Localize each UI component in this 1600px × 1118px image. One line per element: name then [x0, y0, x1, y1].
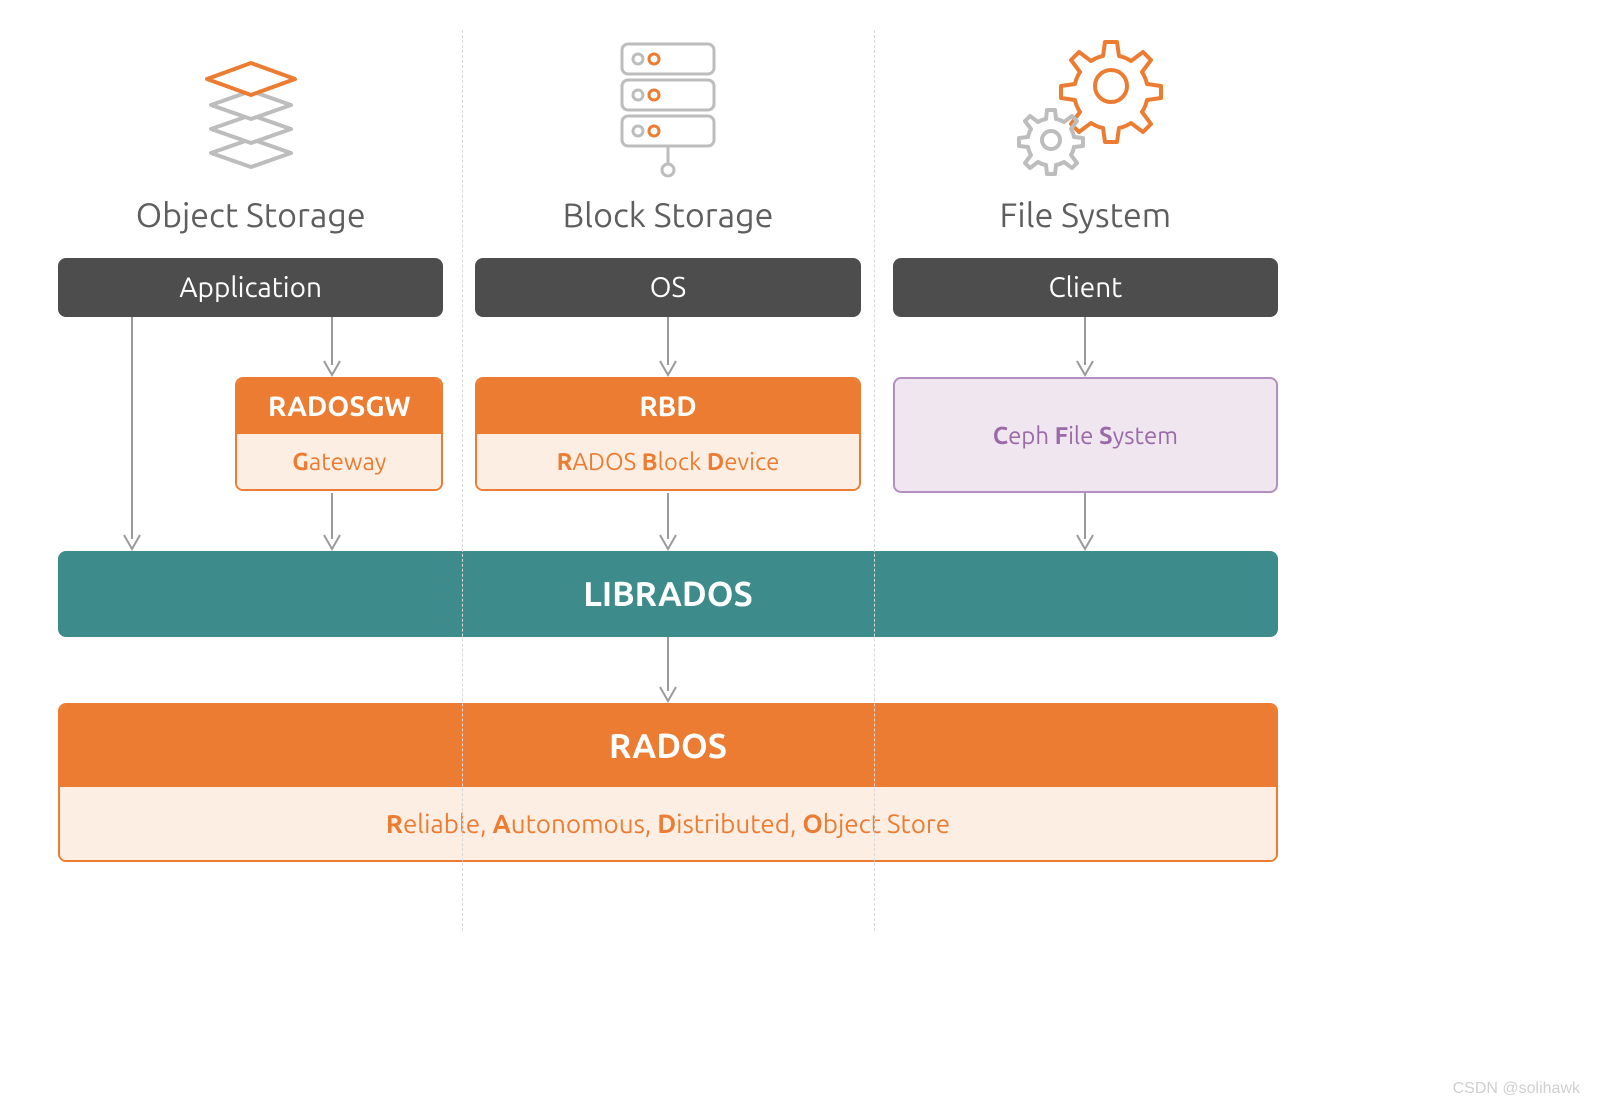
radosgw-head: RADOSGW [237, 379, 441, 434]
arrow-to-rados [58, 637, 1278, 703]
block-storage-mid: RBD RADOS Block Device [475, 317, 860, 551]
radosgw-body: Gateway [237, 434, 441, 489]
radosgw-box: RADOSGW Gateway [235, 377, 443, 491]
librados-label: LIBRADOS [60, 553, 1276, 635]
librados-box: LIBRADOS [58, 551, 1278, 637]
arrow-down-icon [656, 317, 680, 377]
column-file-system: File System Client Ceph File System [893, 30, 1278, 551]
rbd-head: RBD [477, 379, 858, 434]
arrow-down-icon [320, 493, 344, 551]
os-box: OS [475, 258, 860, 317]
file-system-mid: Ceph File System [893, 317, 1278, 551]
rados-head: RADOS [60, 705, 1276, 787]
column-divider [462, 30, 463, 931]
column-block-storage: Block Storage OS RBD RADOS Block Device [475, 30, 860, 551]
column-title: Block Storage [563, 196, 774, 234]
servers-icon [608, 30, 728, 180]
watermark-text: CSDN @solihawk [1453, 1080, 1580, 1098]
arrow-down-icon [656, 493, 680, 551]
layers-icon [191, 30, 311, 180]
rbd-box: RBD RADOS Block Device [475, 377, 860, 491]
rbd-body: RADOS Block Device [477, 434, 858, 489]
client-box: Client [893, 258, 1278, 317]
application-box: Application [58, 258, 443, 317]
object-storage-mid: RADOSGW Gateway [58, 317, 443, 551]
rados-body: Reliable, Autonomous, Distributed, Objec… [60, 787, 1276, 860]
ceph-architecture-diagram: Object Storage Application RADOSGW Gatew… [58, 30, 1278, 862]
cephfs-box: Ceph File System [893, 377, 1278, 493]
arrow-down-icon [656, 637, 680, 703]
arrow-down-icon [120, 317, 144, 551]
arrow-down-icon [1073, 493, 1097, 551]
columns-row: Object Storage Application RADOSGW Gatew… [58, 30, 1278, 551]
cephfs-label: Ceph File System [993, 422, 1178, 449]
rados-box: RADOS Reliable, Autonomous, Distributed,… [58, 703, 1278, 862]
arrow-down-icon [1073, 317, 1097, 377]
column-title: File System [1000, 196, 1172, 234]
column-object-storage: Object Storage Application RADOSGW Gatew… [58, 30, 443, 551]
column-divider [874, 30, 875, 931]
arrow-down-icon [320, 317, 344, 377]
column-title: Object Storage [136, 196, 366, 234]
gears-icon [1005, 30, 1165, 180]
